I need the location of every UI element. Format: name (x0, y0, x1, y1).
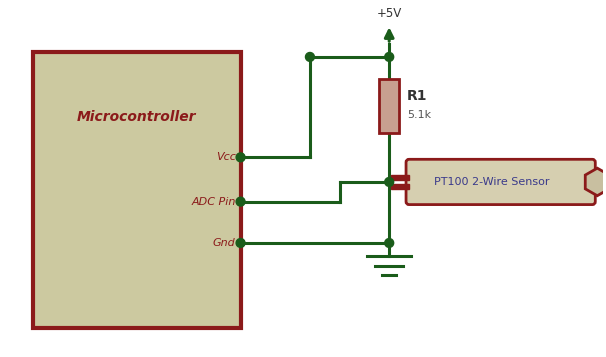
Circle shape (236, 153, 245, 162)
Text: +5V: +5V (376, 6, 402, 20)
Circle shape (305, 52, 315, 61)
Text: 5.1k: 5.1k (407, 111, 431, 121)
Polygon shape (585, 168, 606, 196)
Circle shape (236, 238, 245, 247)
Bar (391, 175, 409, 180)
Text: ADC Pin: ADC Pin (191, 197, 236, 207)
FancyBboxPatch shape (406, 159, 595, 205)
Bar (379, 79, 399, 133)
Circle shape (236, 197, 245, 206)
Text: PT100 2-Wire Sensor: PT100 2-Wire Sensor (434, 177, 549, 187)
Circle shape (385, 177, 394, 186)
Circle shape (385, 238, 394, 247)
Text: Gnd: Gnd (213, 238, 236, 248)
Circle shape (385, 52, 394, 61)
Text: Vcc: Vcc (216, 152, 236, 162)
Text: R1: R1 (407, 89, 428, 103)
Text: Microcontroller: Microcontroller (77, 110, 196, 125)
Bar (33, 52, 241, 328)
Bar (391, 184, 409, 189)
